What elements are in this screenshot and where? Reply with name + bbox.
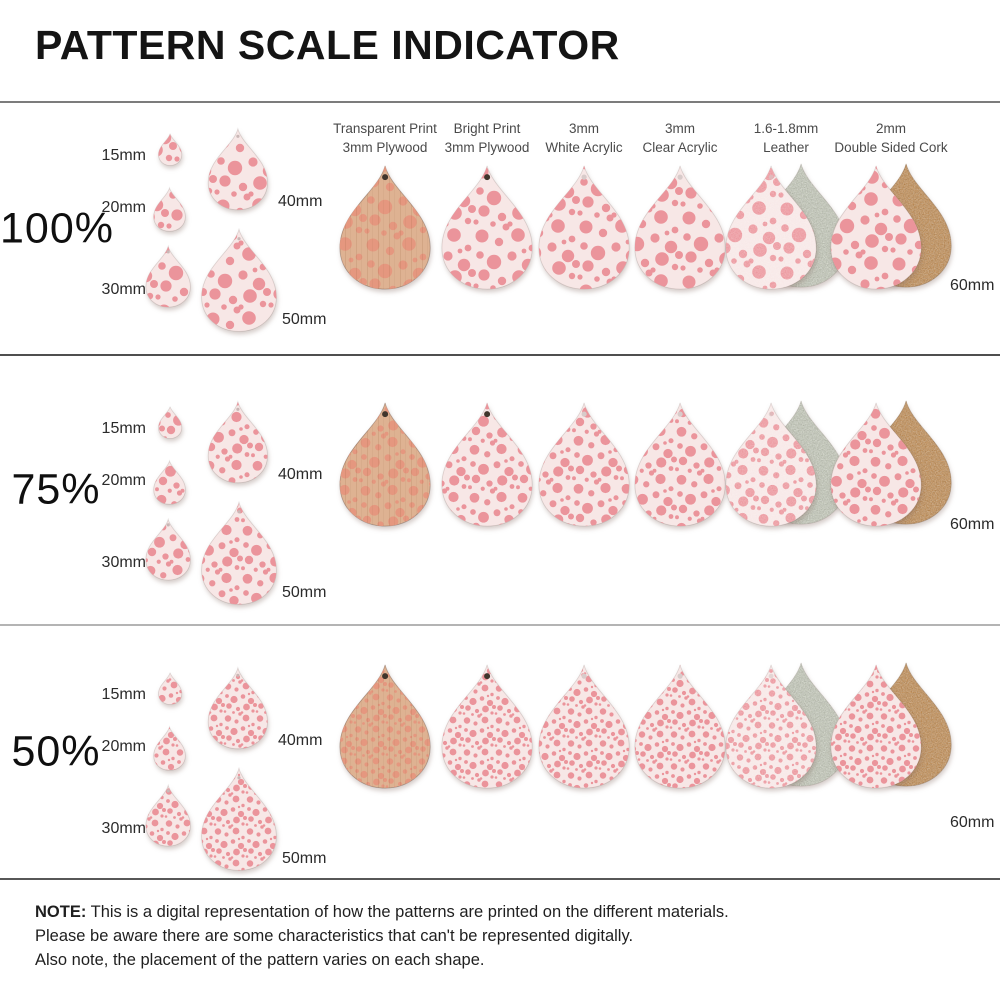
mini-drop-40mm: [205, 398, 271, 486]
material-name-line1: 3mm: [569, 121, 599, 136]
scale-rows: 100% 15mm 20mm 30mm 40mm 50mm Transparent Prin…: [0, 103, 1000, 880]
material-header-2: 3mm White Acrylic: [504, 119, 664, 157]
large-size-label: 60mm: [950, 814, 995, 831]
material-header-1: Bright Print 3mm Plywood: [407, 119, 567, 157]
material-header-4: 1.6-1.8mm Leather: [706, 119, 866, 157]
material-drop-5: [827, 660, 926, 792]
large-size-label: 60mm: [950, 516, 995, 533]
material-name-line1: 1.6-1.8mm: [753, 121, 819, 136]
mini-drop-30mm: [143, 243, 194, 310]
scale-row-100pct: 100% 15mm 20mm 30mm 40mm 50mm Transparent Prin…: [0, 103, 1000, 356]
material-drop-5: [827, 161, 926, 293]
size-label-40mm: 40mm: [278, 466, 323, 483]
size-label-40mm: 40mm: [278, 732, 323, 749]
material-name-line2: 3mm Plywood: [342, 140, 428, 155]
material-drop-5: [827, 398, 926, 530]
material-header-5: 2mm Double Sided Cork: [811, 119, 971, 157]
mini-drop-20mm: [151, 185, 189, 234]
note-line-2: Please be aware there are some character…: [35, 927, 634, 945]
mini-drop-30mm: [143, 516, 194, 583]
scale-label-50pct: 50%: [11, 727, 101, 776]
material-name-line2: Clear Acrylic: [642, 140, 718, 155]
material-name-line1: 3mm: [665, 121, 695, 136]
size-label-50mm: 50mm: [282, 311, 327, 328]
material-drop-3: [631, 660, 730, 792]
material-drop-1: [438, 161, 537, 293]
material-drop-2: [535, 660, 634, 792]
scale-label-100pct: 100%: [0, 204, 114, 252]
material-drop-1: [438, 660, 537, 792]
note-line-3: Also note, the placement of the pattern …: [35, 951, 485, 969]
size-label-20mm: 20mm: [101, 199, 146, 216]
size-label-50mm: 50mm: [282, 850, 327, 867]
mini-drop-15mm: [156, 131, 185, 168]
material-name-line2: White Acrylic: [545, 140, 623, 155]
mini-drop-15mm: [156, 404, 185, 441]
material-drop-1: [438, 398, 537, 530]
material-name-line1: Transparent Print: [333, 121, 437, 136]
material-drop-0: [336, 660, 435, 792]
material-header-3: 3mm Clear Acrylic: [600, 119, 760, 157]
large-size-label: 60mm: [950, 277, 995, 294]
material-name-line2: 3mm Plywood: [444, 140, 530, 155]
mini-drop-50mm: [198, 225, 280, 335]
mini-drop-15mm: [156, 670, 185, 707]
mini-drop-40mm: [205, 664, 271, 752]
size-label-15mm: 15mm: [101, 420, 146, 437]
note-line-1-text: This is a digital representation of how …: [90, 903, 729, 921]
size-label-30mm: 30mm: [101, 554, 146, 571]
size-label-30mm: 30mm: [101, 820, 146, 837]
material-name-line1: Bright Print: [453, 121, 521, 136]
note-label: NOTE:: [35, 903, 87, 921]
material-drop-2: [535, 161, 634, 293]
mini-drop-20mm: [151, 724, 189, 773]
size-label-20mm: 20mm: [101, 472, 146, 489]
material-name-line2: Leather: [763, 140, 809, 155]
scale-row-75pct: 75% 15mm 20mm 30mm 40mm 50mm 60mm: [0, 356, 1000, 626]
size-label-20mm: 20mm: [101, 738, 146, 755]
note: NOTE: This is a digital representation o…: [0, 880, 1000, 1000]
material-drop-2: [535, 398, 634, 530]
size-label-15mm: 15mm: [101, 686, 146, 703]
mini-drop-30mm: [143, 782, 194, 849]
size-label-30mm: 30mm: [101, 281, 146, 298]
scale-label-75pct: 75%: [11, 465, 101, 514]
page-title: PATTERN SCALE INDICATOR: [35, 22, 620, 68]
mini-drop-50mm: [198, 498, 280, 608]
material-drop-0: [336, 398, 435, 530]
material-name-line2: Double Sided Cork: [834, 140, 948, 155]
size-label-50mm: 50mm: [282, 584, 327, 601]
material-drop-3: [631, 161, 730, 293]
material-name-line1: 2mm: [876, 121, 906, 136]
material-header-0: Transparent Print 3mm Plywood: [305, 119, 465, 157]
material-drop-0: [336, 161, 435, 293]
material-drop-3: [631, 398, 730, 530]
scale-row-50pct: 50% 15mm 20mm 30mm 40mm 50mm 60mm: [0, 626, 1000, 880]
material-drop-4: [722, 660, 821, 792]
size-label-15mm: 15mm: [101, 147, 146, 164]
size-label-40mm: 40mm: [278, 193, 323, 210]
mini-drop-20mm: [151, 458, 189, 507]
mini-drop-40mm: [205, 125, 271, 213]
mini-drop-50mm: [198, 764, 280, 874]
material-drop-4: [722, 398, 821, 530]
header: PATTERN SCALE INDICATOR: [0, 0, 1000, 103]
material-drop-4: [722, 161, 821, 293]
note-line-1: NOTE: This is a digital representation o…: [35, 900, 1000, 924]
